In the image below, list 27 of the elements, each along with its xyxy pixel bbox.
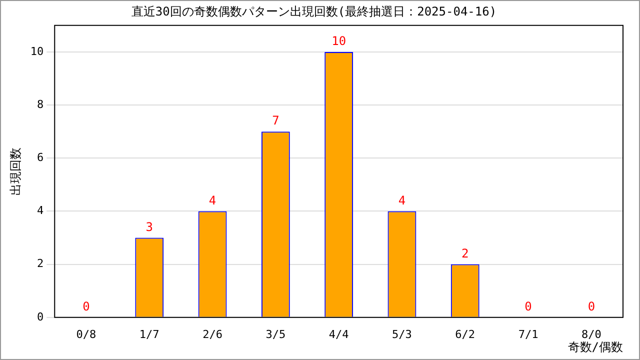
x-tick-label: 3/5 <box>266 328 286 341</box>
data-label: 0 <box>524 300 532 314</box>
data-label: 4 <box>398 193 406 208</box>
data-label: 3 <box>146 220 153 234</box>
y-tick-label: 0 <box>37 310 44 324</box>
x-tick-label: 8/0 <box>581 328 602 341</box>
x-tick-label: 5/3 <box>392 328 412 341</box>
y-tick-label: 6 <box>37 150 44 164</box>
y-axis-title: 出現回数 <box>8 147 22 196</box>
x-axis-title: 奇数/偶数 <box>568 340 623 354</box>
x-tick-label: 6/2 <box>455 328 476 341</box>
data-label: 10 <box>332 34 346 48</box>
data-label: 0 <box>82 300 90 314</box>
x-tick-label: 7/1 <box>518 328 538 341</box>
y-tick-label: 4 <box>37 204 44 218</box>
data-label: 7 <box>272 114 280 128</box>
y-tick-label: 10 <box>30 44 44 58</box>
x-tick-label: 2/6 <box>202 328 222 341</box>
data-label: 4 <box>208 193 216 208</box>
chart-title: 直近30回の奇数偶数パターン出現回数(最終抽選日：2025-04-16) <box>131 4 497 18</box>
x-tick-label: 4/4 <box>328 328 350 341</box>
data-label: 0 <box>588 300 596 314</box>
x-tick-label: 1/7 <box>139 328 160 341</box>
y-tick-label: 2 <box>37 257 44 270</box>
x-tick-label: 0/8 <box>76 328 96 341</box>
data-label: 2 <box>462 246 469 260</box>
y-tick-label: 8 <box>37 98 44 111</box>
